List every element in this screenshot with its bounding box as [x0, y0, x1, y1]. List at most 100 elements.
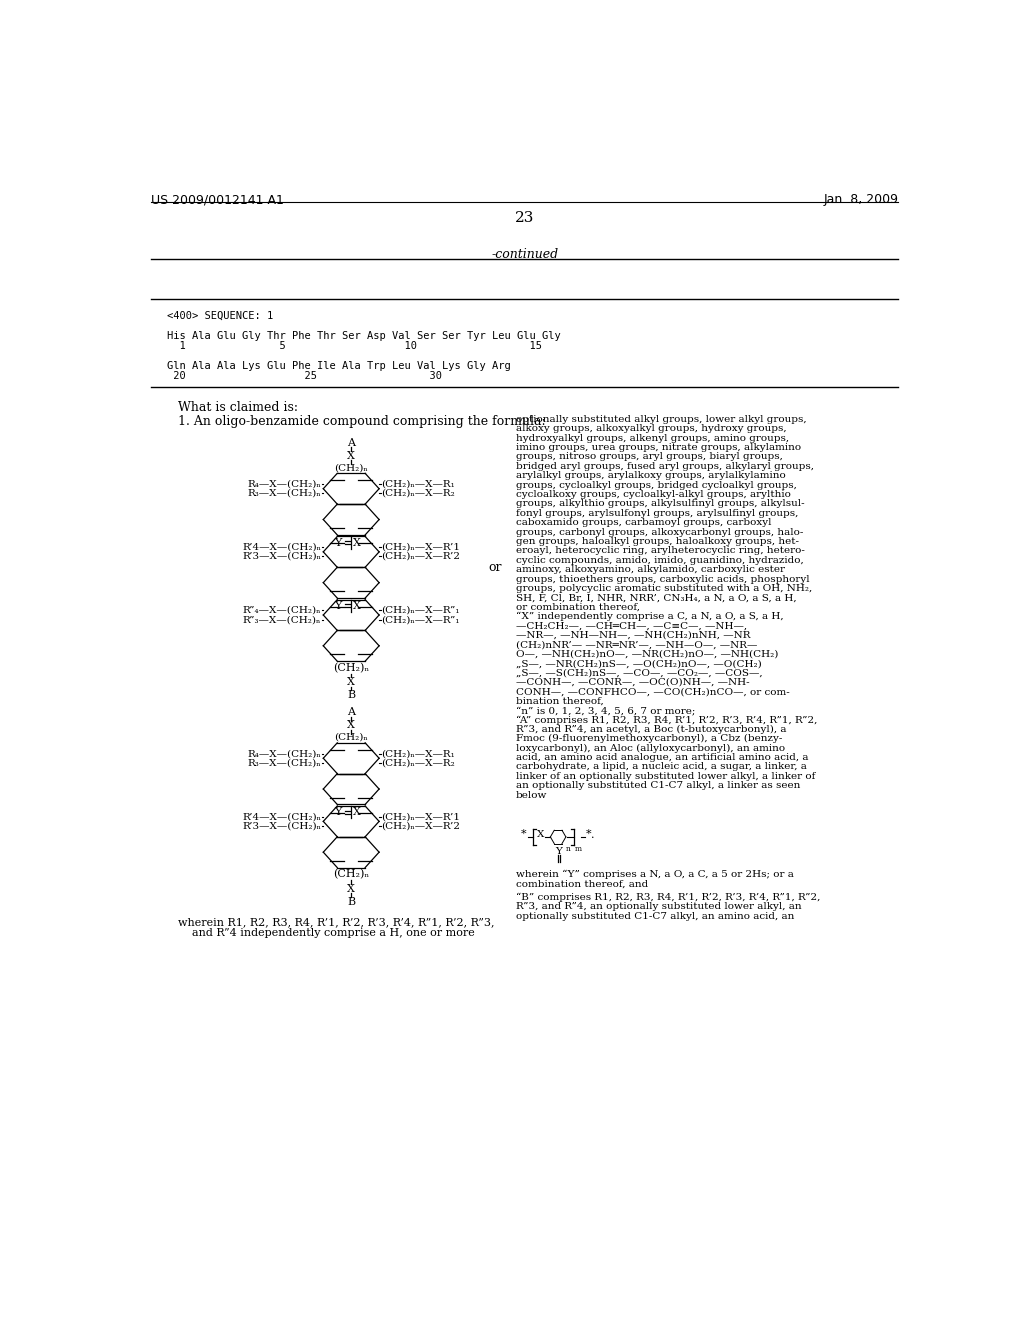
Text: m: m — [574, 845, 582, 853]
Text: imino groups, urea groups, nitrate groups, alkylamino: imino groups, urea groups, nitrate group… — [515, 444, 801, 451]
Text: O—, —NH(CH₂)nO—, —NR(CH₂)nO—, —NH(CH₂): O—, —NH(CH₂)nO—, —NR(CH₂)nO—, —NH(CH₂) — [515, 649, 778, 659]
Text: aminoxy, alkoxyamino, alkylamido, carboxylic ester: aminoxy, alkoxyamino, alkylamido, carbox… — [515, 565, 784, 574]
Text: Y: Y — [555, 847, 561, 855]
Text: X: X — [352, 537, 360, 548]
Text: acid, an amino acid analogue, an artificial amino acid, a: acid, an amino acid analogue, an artific… — [515, 752, 808, 762]
Text: (CH₂)ₙ: (CH₂)ₙ — [333, 869, 370, 879]
Text: 1               5                   10                  15: 1 5 10 15 — [167, 341, 542, 351]
Text: Y: Y — [335, 537, 342, 548]
Text: n: n — [566, 845, 570, 853]
Text: Fmoc (9-fluorenylmethoxycarbonyl), a Cbz (benzy-: Fmoc (9-fluorenylmethoxycarbonyl), a Cbz… — [515, 734, 782, 743]
Text: groups, thioethers groups, carboxylic acids, phosphoryl: groups, thioethers groups, carboxylic ac… — [515, 574, 809, 583]
Text: 1. An oligo-benzamide compound comprising the formula:: 1. An oligo-benzamide compound comprisin… — [178, 414, 546, 428]
Text: X: X — [352, 807, 360, 817]
Text: R”3, and R”4, an acetyl, a Boc (t-butoxycarbonyl), a: R”3, and R”4, an acetyl, a Boc (t-butoxy… — [515, 725, 786, 734]
Text: groups, nitroso groups, aryl groups, biaryl groups,: groups, nitroso groups, aryl groups, bia… — [515, 453, 782, 462]
Text: “B” comprises R1, R2, R3, R4, R’1, R’2, R’3, R’4, R”1, R”2,: “B” comprises R1, R2, R3, R4, R’1, R’2, … — [515, 892, 820, 902]
Text: X: X — [352, 601, 360, 611]
Text: cyclic compounds, amido, imido, guanidino, hydrazido,: cyclic compounds, amido, imido, guanidin… — [515, 556, 803, 565]
Text: loxycarbonyl), an Aloc (allyloxycarbonyl), an amino: loxycarbonyl), an Aloc (allyloxycarbonyl… — [515, 743, 784, 752]
Text: R’4—X—(CH₂)ₙ: R’4—X—(CH₂)ₙ — [242, 543, 321, 552]
Text: X: X — [347, 884, 355, 894]
Text: an optionally substituted C1-C7 alkyl, a linker as seen: an optionally substituted C1-C7 alkyl, a… — [515, 781, 800, 791]
Text: 23: 23 — [515, 211, 535, 224]
Text: R₄—X—(CH₂)ₙ: R₄—X—(CH₂)ₙ — [247, 479, 321, 488]
Text: bination thereof,: bination thereof, — [515, 697, 603, 706]
Text: A: A — [347, 438, 355, 447]
Text: B: B — [347, 896, 355, 907]
Text: US 2009/0012141 A1: US 2009/0012141 A1 — [152, 193, 284, 206]
Text: (CH₂)ₙ: (CH₂)ₙ — [334, 733, 368, 742]
Text: (CH₂)ₙ—X—R’1: (CH₂)ₙ—X—R’1 — [381, 543, 461, 552]
Text: What is claimed is:: What is claimed is: — [178, 401, 298, 414]
Text: combination thereof, and: combination thereof, and — [515, 879, 648, 888]
Text: Y: Y — [335, 601, 342, 611]
Text: or combination thereof,: or combination thereof, — [515, 603, 640, 611]
Text: linker of an optionally substituted lower alkyl, a linker of: linker of an optionally substituted lowe… — [515, 772, 815, 781]
Text: R₄—X—(CH₂)ₙ: R₄—X—(CH₂)ₙ — [247, 750, 321, 758]
Text: 20                   25                  30: 20 25 30 — [167, 371, 441, 381]
Text: B: B — [347, 690, 355, 701]
Text: (CH₂)ₙ—X—R₁: (CH₂)ₙ—X—R₁ — [381, 750, 456, 758]
Text: R”3, and R”4, an optionally substituted lower alkyl, an: R”3, and R”4, an optionally substituted … — [515, 903, 801, 911]
Text: Y: Y — [335, 807, 342, 817]
Text: below: below — [515, 791, 547, 800]
Text: caboxamido groups, carbamoyl groups, carboxyl: caboxamido groups, carbamoyl groups, car… — [515, 519, 771, 527]
Text: (CH₂)ₙ—X—R₁: (CH₂)ₙ—X—R₁ — [381, 479, 456, 488]
Text: wherein “Y” comprises a N, a O, a C, a 5 or 2Hs; or a: wherein “Y” comprises a N, a O, a C, a 5… — [515, 870, 794, 879]
Text: <400> SEQUENCE: 1: <400> SEQUENCE: 1 — [167, 312, 273, 321]
Text: (CH₂)ₙ—X—R’2: (CH₂)ₙ—X—R’2 — [381, 821, 461, 830]
Text: .: . — [592, 830, 595, 841]
Text: hydroxyalkyl groups, alkenyl groups, amino groups,: hydroxyalkyl groups, alkenyl groups, ami… — [515, 433, 788, 442]
Text: R”₄—X—(CH₂)ₙ: R”₄—X—(CH₂)ₙ — [243, 606, 321, 615]
Text: carbohydrate, a lipid, a nucleic acid, a sugar, a linker, a: carbohydrate, a lipid, a nucleic acid, a… — [515, 763, 806, 771]
Text: groups, polycyclic aromatic substituted with a OH, NH₂,: groups, polycyclic aromatic substituted … — [515, 583, 812, 593]
Text: *: * — [520, 829, 526, 838]
Text: gen groups, haloalkyl groups, haloalkoxy groups, het-: gen groups, haloalkyl groups, haloalkoxy… — [515, 537, 799, 546]
Text: Gln Ala Ala Lys Glu Phe Ile Ala Trp Leu Val Lys Gly Arg: Gln Ala Ala Lys Glu Phe Ile Ala Trp Leu … — [167, 360, 511, 371]
Text: R₃—X—(CH₂)ₙ: R₃—X—(CH₂)ₙ — [248, 759, 321, 767]
Text: (CH₂)ₙ—X—R”₁: (CH₂)ₙ—X—R”₁ — [381, 606, 460, 615]
Text: SH, F, Cl, Br, I, NHR, NRR’, CN₃H₄, a N, a O, a S, a H,: SH, F, Cl, Br, I, NHR, NRR’, CN₃H₄, a N,… — [515, 593, 796, 602]
Text: (CH₂)ₙ—X—R₂: (CH₂)ₙ—X—R₂ — [381, 488, 456, 498]
Text: A: A — [347, 708, 355, 717]
Text: and R”4 independently comprise a H, one or more: and R”4 independently comprise a H, one … — [178, 928, 475, 939]
Text: groups, carbonyl groups, alkoxycarbonyl groups, halo-: groups, carbonyl groups, alkoxycarbonyl … — [515, 528, 803, 536]
Text: (CH₂)ₙ—X—R’1: (CH₂)ₙ—X—R’1 — [381, 812, 461, 821]
Text: *: * — [586, 829, 592, 838]
Text: arylalkyl groups, arylalkoxy groups, arylalkylamino: arylalkyl groups, arylalkoxy groups, ary… — [515, 471, 785, 480]
Text: X: X — [347, 721, 355, 730]
Text: —CH₂CH₂—, —CH═CH—, —C≡C—, —NH—,: —CH₂CH₂—, —CH═CH—, —C≡C—, —NH—, — [515, 622, 746, 631]
Text: wherein R1, R2, R3, R4, R’1, R’2, R’3, R’4, R”1, R’2, R”3,: wherein R1, R2, R3, R4, R’1, R’2, R’3, R… — [178, 917, 495, 928]
Text: R’3—X—(CH₂)ₙ: R’3—X—(CH₂)ₙ — [242, 821, 321, 830]
Text: bridged aryl groups, fused aryl groups, alkylaryl groups,: bridged aryl groups, fused aryl groups, … — [515, 462, 813, 471]
Text: „S—, —S(CH₂)nS—, —CO—, —CO₂—, —COS—,: „S—, —S(CH₂)nS—, —CO—, —CO₂—, —COS—, — [515, 668, 762, 677]
Text: (CH₂)ₙ—X—R”₁: (CH₂)ₙ—X—R”₁ — [381, 615, 460, 624]
Text: CONH—, —CONFHCO—, —CO(CH₂)nCO—, or com-: CONH—, —CONFHCO—, —CO(CH₂)nCO—, or com- — [515, 688, 790, 696]
Text: X: X — [537, 830, 544, 840]
Text: (CH₂)nNR’— —NR═NR’—, —NH—O—, —NR—: (CH₂)nNR’— —NR═NR’—, —NH—O—, —NR— — [515, 640, 757, 649]
Text: “A” comprises R1, R2, R3, R4, R’1, R’2, R’3, R’4, R”1, R”2,: “A” comprises R1, R2, R3, R4, R’1, R’2, … — [515, 715, 817, 725]
Text: fonyl groups, arylsulfonyl groups, arylsulfinyl groups,: fonyl groups, arylsulfonyl groups, aryls… — [515, 508, 798, 517]
Text: His Ala Glu Gly Thr Phe Thr Ser Asp Val Ser Ser Tyr Leu Glu Gly: His Ala Glu Gly Thr Phe Thr Ser Asp Val … — [167, 331, 560, 341]
Text: (CH₂)ₙ: (CH₂)ₙ — [334, 463, 368, 473]
Text: R₃—X—(CH₂)ₙ: R₃—X—(CH₂)ₙ — [248, 488, 321, 498]
Text: eroayl, heterocyclic ring, arylheterocyclic ring, hetero-: eroayl, heterocyclic ring, arylheterocyc… — [515, 546, 805, 556]
Text: R’3—X—(CH₂)ₙ: R’3—X—(CH₂)ₙ — [242, 552, 321, 561]
Text: “X” independently comprise a C, a N, a O, a S, a H,: “X” independently comprise a C, a N, a O… — [515, 612, 783, 622]
Text: -continued: -continued — [492, 248, 558, 261]
Text: cycloalkoxy groups, cycloalkyl-alkyl groups, arylthio: cycloalkoxy groups, cycloalkyl-alkyl gro… — [515, 490, 791, 499]
Text: „S—, —NR(CH₂)nS—, —O(CH₂)nO—, —O(CH₂): „S—, —NR(CH₂)nS—, —O(CH₂)nO—, —O(CH₂) — [515, 659, 761, 668]
Text: alkoxy groups, alkoxyalkyl groups, hydroxy groups,: alkoxy groups, alkoxyalkyl groups, hydro… — [515, 424, 786, 433]
Text: R’4—X—(CH₂)ₙ: R’4—X—(CH₂)ₙ — [242, 812, 321, 821]
Text: X: X — [347, 677, 355, 688]
Text: R”₃—X—(CH₂)ₙ: R”₃—X—(CH₂)ₙ — [243, 615, 321, 624]
Text: groups, alkylthio groups, alkylsulfinyl groups, alkylsul-: groups, alkylthio groups, alkylsulfinyl … — [515, 499, 804, 508]
Text: optionally substituted C1-C7 alkyl, an amino acid, an: optionally substituted C1-C7 alkyl, an a… — [515, 912, 794, 921]
Text: (CH₂)ₙ—X—R₂: (CH₂)ₙ—X—R₂ — [381, 759, 456, 767]
Text: —CONH—, —CONR—, —OC(O)NH—, —NH-: —CONH—, —CONR—, —OC(O)NH—, —NH- — [515, 678, 750, 686]
Text: (CH₂)ₙ: (CH₂)ₙ — [333, 663, 370, 673]
Text: (CH₂)ₙ—X—R’2: (CH₂)ₙ—X—R’2 — [381, 552, 461, 561]
Text: “n” is 0, 1, 2, 3, 4, 5, 6, 7 or more;: “n” is 0, 1, 2, 3, 4, 5, 6, 7 or more; — [515, 706, 695, 715]
Text: —NR—, —NH—NH—, —NH(CH₂)nNH, —NR: —NR—, —NH—NH—, —NH(CH₂)nNH, —NR — [515, 631, 750, 640]
